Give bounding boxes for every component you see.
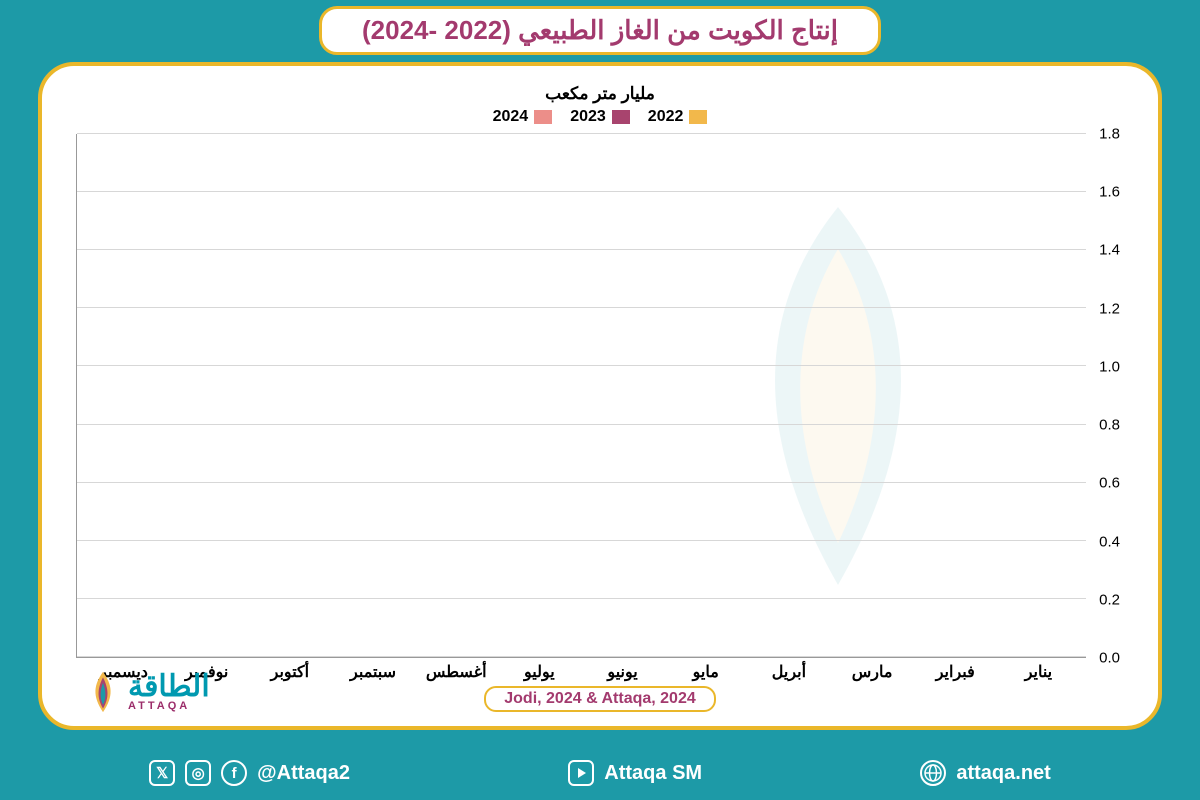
grid-area (76, 134, 1086, 658)
y-axis: 0.00.20.40.60.81.01.21.41.61.8 (1086, 134, 1124, 658)
legend-item-2023: 2023 (570, 108, 630, 126)
social-handle[interactable]: 𝕏 ◎ f @Attaqa2 (149, 760, 350, 786)
legend-swatch (534, 110, 552, 124)
gridline (77, 656, 1086, 657)
youtube-link[interactable]: Attaqa SM (568, 760, 702, 786)
y-tick-label: 1.4 (1086, 242, 1120, 259)
youtube-text: Attaqa SM (604, 762, 702, 785)
gridline (77, 482, 1086, 483)
instagram-icon: ◎ (185, 760, 211, 786)
footer: 𝕏 ◎ f @Attaqa2 Attaqa SM attaqa.net (0, 746, 1200, 800)
y-tick-label: 0.4 (1086, 533, 1120, 550)
legend-item-2024: 2024 (493, 108, 553, 126)
brand-name-ar: الطاقة (128, 673, 210, 700)
gridline (77, 424, 1086, 425)
handle-text: @Attaqa2 (257, 762, 350, 785)
x-tick-label: سبتمبر (331, 662, 414, 682)
legend-swatch (689, 110, 707, 124)
title-bar: إنتاج الكويت من الغاز الطبيعي (2022 -202… (0, 0, 1200, 62)
gridline (77, 307, 1086, 308)
y-tick-label: 1.6 (1086, 184, 1120, 201)
page: إنتاج الكويت من الغاز الطبيعي (2022 -202… (0, 0, 1200, 800)
site-text: attaqa.net (956, 762, 1050, 785)
gridline (77, 133, 1086, 134)
brand-logo: الطاقة ATTAQA (84, 670, 210, 714)
facebook-icon: f (221, 760, 247, 786)
bars-container (77, 134, 1086, 657)
y-tick-label: 0.2 (1086, 591, 1120, 608)
gridline (77, 540, 1086, 541)
legend-item-2022: 2022 (648, 108, 708, 126)
x-tick-label: يونيو (581, 662, 664, 682)
chart-title: إنتاج الكويت من الغاز الطبيعي (2022 -202… (319, 6, 881, 55)
chart-panel: مليار متر مكعب 2024 2023 2022 0.0 0.2 0.4 0… (38, 62, 1162, 730)
source-row: Jodi, 2024 & Attaqa, 2024 الطاقة ATTAQA (76, 686, 1124, 712)
legend-swatch (612, 110, 630, 124)
globe-icon (920, 760, 946, 786)
gridline (77, 191, 1086, 192)
x-tick-label: أبريل (747, 662, 830, 682)
youtube-icon (568, 760, 594, 786)
legend: 2024 2023 2022 (76, 108, 1124, 126)
y-tick-label: 1.0 (1086, 358, 1120, 375)
plot-area: 0.00.20.40.60.81.01.21.41.61.8 (76, 134, 1124, 658)
gridline (77, 249, 1086, 250)
gridline (77, 365, 1086, 366)
gridline (77, 598, 1086, 599)
x-tick-label: مارس (830, 662, 913, 682)
x-tick-label: يوليو (498, 662, 581, 682)
x-tick-label: فبراير (914, 662, 997, 682)
y-tick-label: 0.0 (1086, 650, 1120, 667)
legend-label: 2023 (570, 108, 606, 126)
x-icon: 𝕏 (149, 760, 175, 786)
x-tick-label: مايو (664, 662, 747, 682)
x-tick-label: يناير (997, 662, 1080, 682)
x-axis-labels: ينايرفبرايرمارسأبريلمايويونيويوليوأغسطسس… (76, 658, 1086, 682)
source-citation: Jodi, 2024 & Attaqa, 2024 (484, 686, 716, 712)
website-link[interactable]: attaqa.net (920, 760, 1050, 786)
x-tick-label: أغسطس (415, 662, 498, 682)
legend-label: 2022 (648, 108, 684, 126)
flame-icon (84, 670, 122, 714)
y-tick-label: 0.8 (1086, 417, 1120, 434)
y-tick-label: 1.8 (1086, 126, 1120, 143)
legend-label: 2024 (493, 108, 529, 126)
x-tick-label: أكتوبر (248, 662, 331, 682)
y-tick-label: 1.2 (1086, 300, 1120, 317)
y-tick-label: 0.6 (1086, 475, 1120, 492)
y-axis-unit: مليار متر مكعب (76, 84, 1124, 104)
